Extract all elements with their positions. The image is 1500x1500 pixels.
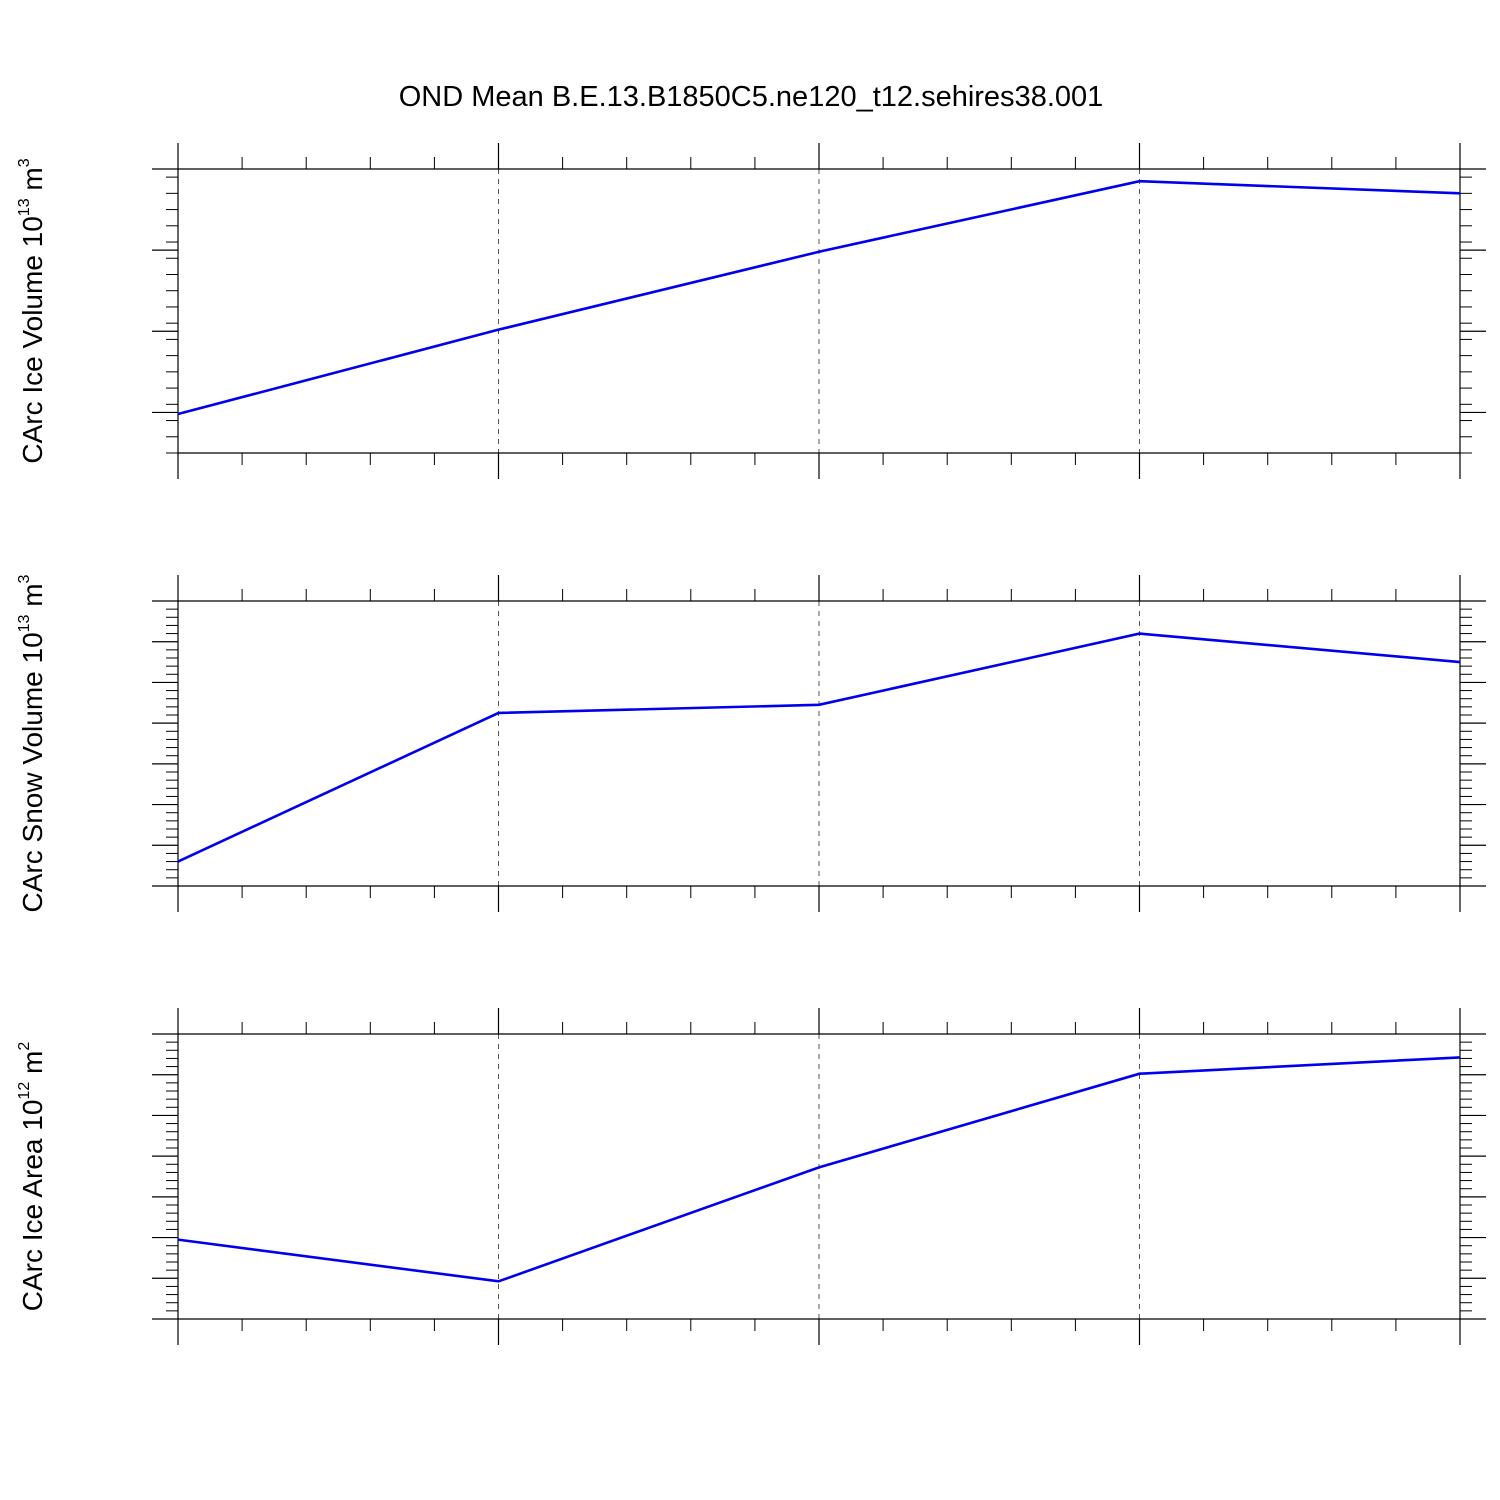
y-axis-label-space [17,191,48,199]
y-axis-label-part: CArc Snow Volume 10 [17,632,48,912]
y-axis-label-space [17,1074,48,1082]
series-line [177,179,1461,416]
series-line [177,632,1461,863]
y-axis-label-part: m [17,583,48,606]
y-axis-label: CArc Ice Area 1012 m2 [16,1042,48,1312]
y-axis-label: CArc Ice Volume 1013 m3 [16,158,48,463]
chart-panel-2: CArc Snow Volume 1013 m3 [16,574,1486,912]
figure-title: OND Mean B.E.13.B1850C5.ne120_t12.sehire… [399,81,1104,113]
series-line [177,1056,1461,1283]
y-axis-label-space [17,607,48,615]
y-axis-label-part: m [17,167,48,190]
chart-panel-1: CArc Ice Volume 1013 m3 [16,143,1486,479]
y-axis-label: CArc Snow Volume 1013 m3 [16,574,48,912]
y-axis-label-part: CArc Ice Area 10 [17,1100,48,1312]
y-axis-label-part: m [17,1051,48,1074]
y-axis-label-superscript: 13 [16,198,33,216]
y-axis-label-part: CArc Ice Volume 10 [17,216,48,463]
y-axis-label-superscript: 13 [16,614,33,632]
y-axis-label-superscript: 3 [16,158,33,167]
y-axis-label-superscript: 3 [16,574,33,583]
chart-panel-3: CArc Ice Area 1012 m2 [16,1008,1486,1345]
y-axis-label-superscript: 2 [16,1042,33,1051]
y-axis-label-superscript: 12 [16,1082,33,1100]
